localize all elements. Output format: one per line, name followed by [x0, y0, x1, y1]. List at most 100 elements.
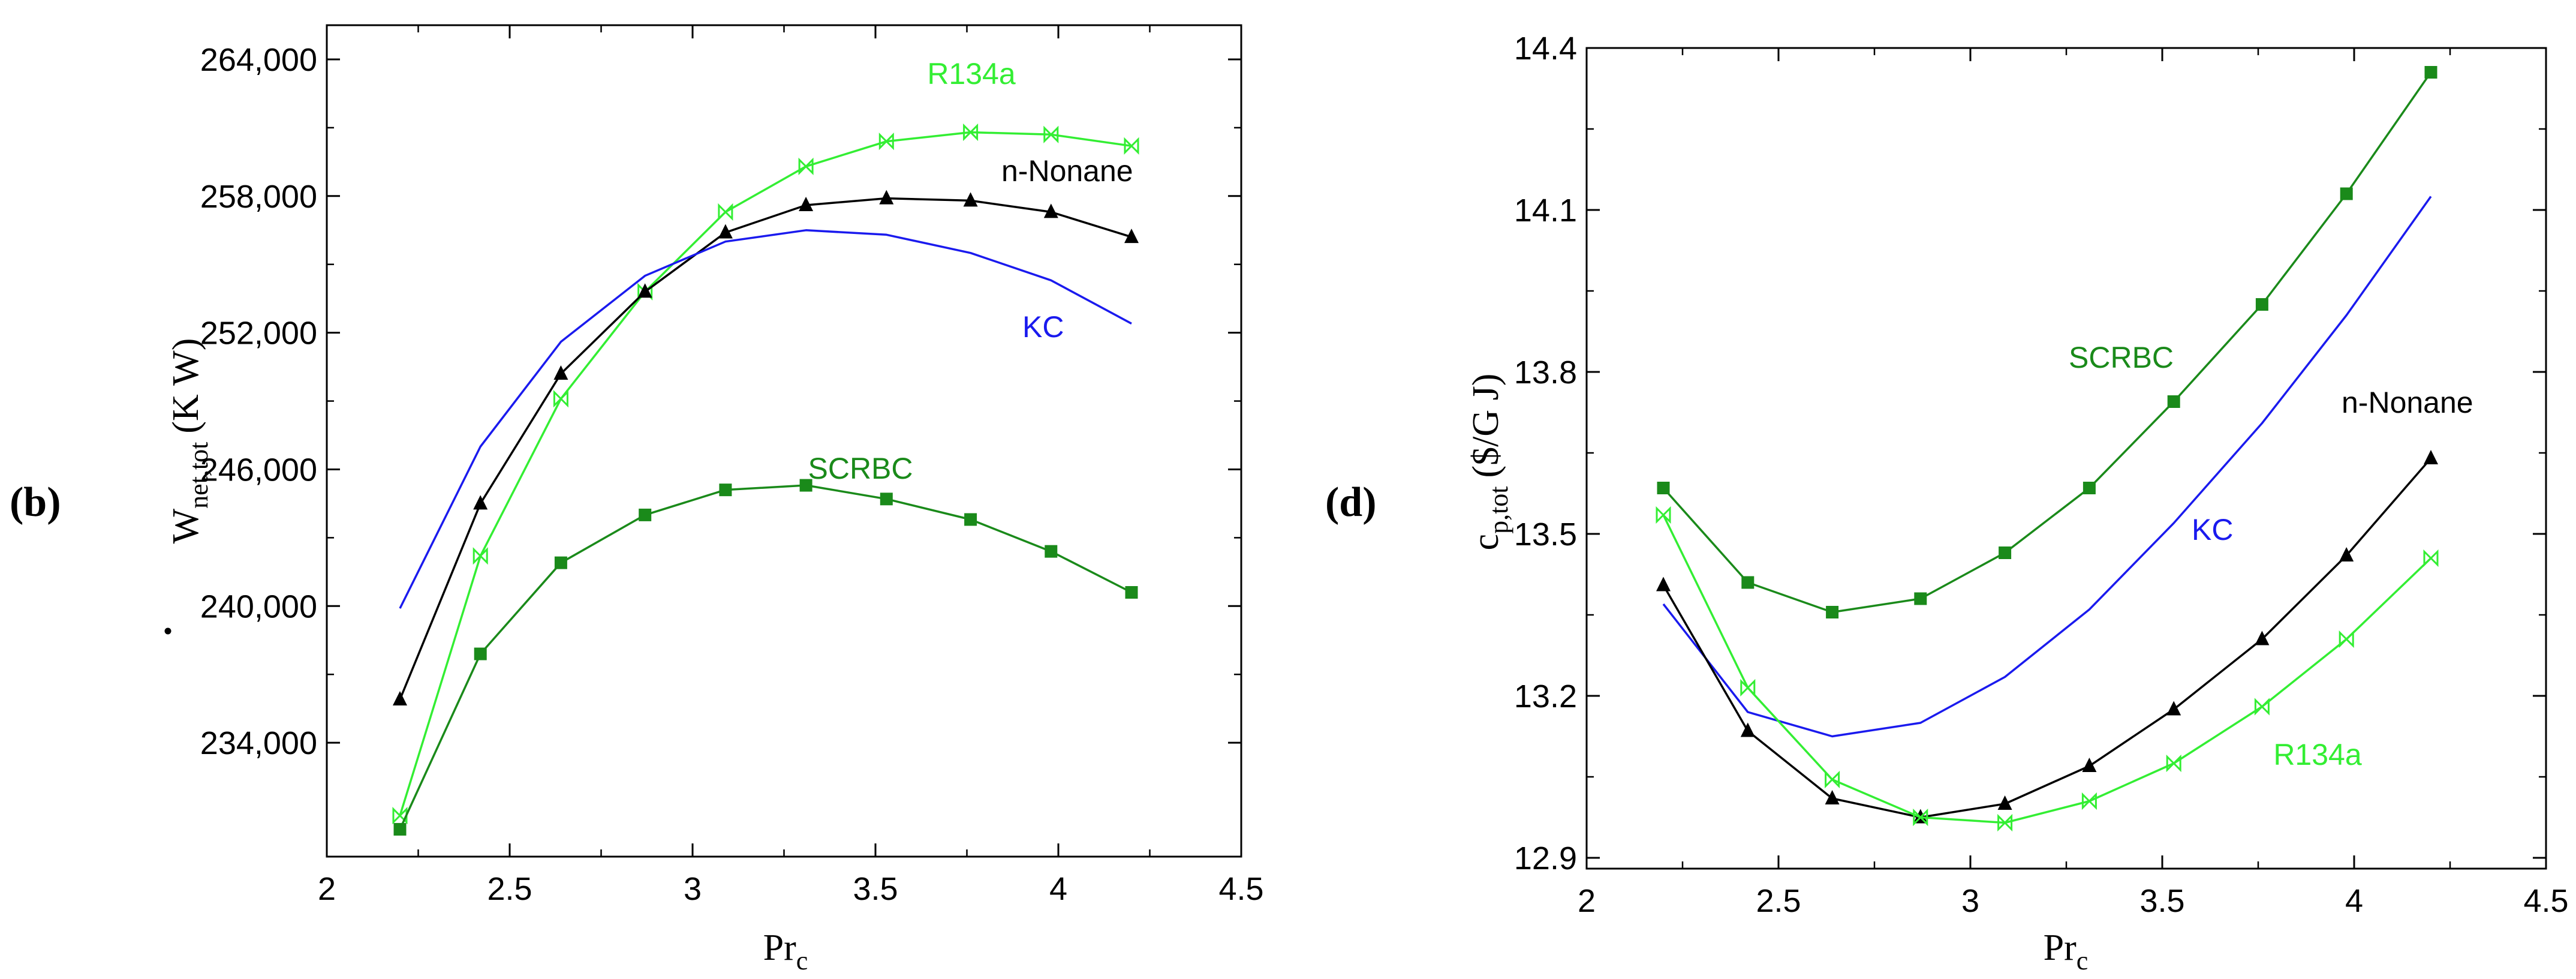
x-tick-label: 4.5	[2523, 883, 2568, 919]
triangle-marker	[2339, 547, 2354, 561]
series-kc: KC	[399, 229, 1132, 609]
square-marker	[1741, 576, 1755, 589]
triangle-marker	[637, 283, 652, 298]
triangle-marker	[2255, 630, 2270, 645]
square-marker	[474, 647, 487, 660]
series-line	[1662, 196, 2432, 738]
y-tick-label: 13.2	[1514, 678, 1577, 714]
y-tick-label: 246,000	[200, 452, 317, 488]
triangle-marker	[799, 196, 814, 211]
y-axis-label-unit: (K W)	[165, 338, 206, 434]
x-axis-label-subscript: c	[2077, 946, 2089, 975]
triangle-marker	[393, 690, 407, 705]
bowtie-marker	[2423, 549, 2439, 567]
chart-panel-1: 2 2.5 3 3.5 4 4.5 234,000 240,000 246,000 252,000…	[10, 24, 1264, 975]
series-r134a: R134a	[392, 57, 1139, 825]
square-marker	[1826, 606, 1839, 618]
x-tick-label: 2.5	[1756, 883, 1801, 919]
y-tick-label: 252,000	[200, 316, 317, 352]
square-marker	[719, 484, 732, 497]
triangle-marker	[718, 224, 733, 239]
y-axis-label-unit: ($/G J)	[1465, 374, 1506, 478]
bowtie-marker	[392, 807, 408, 825]
series-label: SCRBC	[808, 452, 913, 485]
series-r134a: R134a	[1656, 506, 2439, 832]
bowtie-marker	[718, 203, 733, 221]
y-tick-label: 12.9	[1514, 840, 1577, 876]
y-tick-label: 264,000	[200, 42, 317, 78]
y-axis-label: Wnet,tot (K W)	[165, 338, 213, 544]
triangle-marker	[1124, 229, 1139, 244]
bowtie-marker	[2254, 698, 2270, 716]
triangle-marker	[2166, 701, 2181, 716]
x-tick-label: 2	[318, 871, 336, 907]
chart-panel-2: 2 2.5 3 3.5 4 4.5 12.9 13.2 13.5 13.8 14.1 14.4 SCRB…	[1325, 31, 2569, 975]
x-tick-label: 4	[1049, 871, 1067, 907]
bowtie-marker	[2339, 630, 2354, 648]
square-marker	[799, 479, 812, 492]
x-tick-label: 4.5	[1218, 871, 1263, 907]
series-label: KC	[2192, 513, 2233, 546]
series-line	[1662, 514, 2432, 824]
series-line	[399, 131, 1132, 816]
y-axis-label-subscript: net,tot	[184, 442, 213, 509]
bowtie-marker	[2166, 754, 2181, 773]
triangle-marker	[963, 192, 978, 207]
y-tick-label: 258,000	[200, 179, 317, 215]
square-marker	[1999, 546, 2012, 559]
triangle-marker	[879, 190, 894, 205]
series-line	[1662, 71, 2432, 614]
bowtie-marker	[1825, 770, 1840, 789]
y-tick-label: 13.8	[1514, 355, 1577, 391]
series-scrbc: SCRBC	[1657, 66, 2437, 618]
square-marker	[2083, 482, 2096, 494]
x-axis-label-subscript: c	[796, 946, 808, 975]
bowtie-marker	[1124, 137, 1139, 155]
x-tick-label: 3.5	[2139, 883, 2184, 919]
triangle-marker	[1825, 790, 1840, 804]
series-line	[399, 229, 1132, 609]
square-marker	[554, 556, 567, 569]
triangle-marker	[553, 365, 568, 380]
bowtie-marker	[878, 133, 894, 151]
series-label: n-Nonane	[1001, 154, 1133, 188]
triangle-marker	[1740, 722, 1755, 737]
bowtie-marker	[1656, 506, 1671, 524]
series-line	[399, 197, 1132, 700]
panel-label: (d)	[1325, 479, 1377, 525]
x-tick-label: 2.5	[487, 871, 532, 907]
bowtie-marker	[1043, 125, 1059, 143]
x-axis-label-main: Pr	[2044, 927, 2077, 968]
y-axis-label-main: c	[1465, 534, 1506, 551]
triangle-marker	[473, 495, 488, 510]
square-marker	[1914, 592, 1927, 605]
x-tick-label: 2	[1578, 883, 1596, 919]
square-marker	[1657, 482, 1670, 494]
series-label: R134a	[2273, 738, 2362, 771]
x-axis-label-main: Pr	[763, 927, 796, 968]
triangle-marker	[1043, 203, 1058, 218]
plot-frame	[326, 24, 1242, 858]
y-axis-label: cp,tot ($/G J)	[1465, 374, 1513, 551]
bowtie-marker	[963, 123, 979, 142]
plot-frame	[1585, 47, 2547, 870]
triangle-marker	[2424, 450, 2438, 464]
square-marker	[639, 508, 652, 521]
series-line	[399, 484, 1132, 830]
y-tick-label: 234,000	[200, 725, 317, 761]
series-n-nonane: n-Nonane	[393, 154, 1139, 705]
series-kc: KC	[1662, 196, 2432, 738]
bowtie-marker	[1997, 813, 2013, 832]
x-tick-label: 3.5	[853, 871, 898, 907]
y-tick-label: 240,000	[200, 588, 317, 624]
square-marker	[2340, 187, 2353, 200]
bowtie-marker	[2081, 792, 2097, 810]
series-label: R134a	[927, 57, 1016, 91]
series-label: SCRBC	[2069, 341, 2174, 374]
series-label: n-Nonane	[2342, 386, 2473, 419]
series-label: KC	[1022, 310, 1064, 344]
bowtie-marker	[473, 547, 488, 565]
y-tick-label: 13.5	[1514, 516, 1577, 552]
triangle-marker	[2082, 758, 2097, 772]
